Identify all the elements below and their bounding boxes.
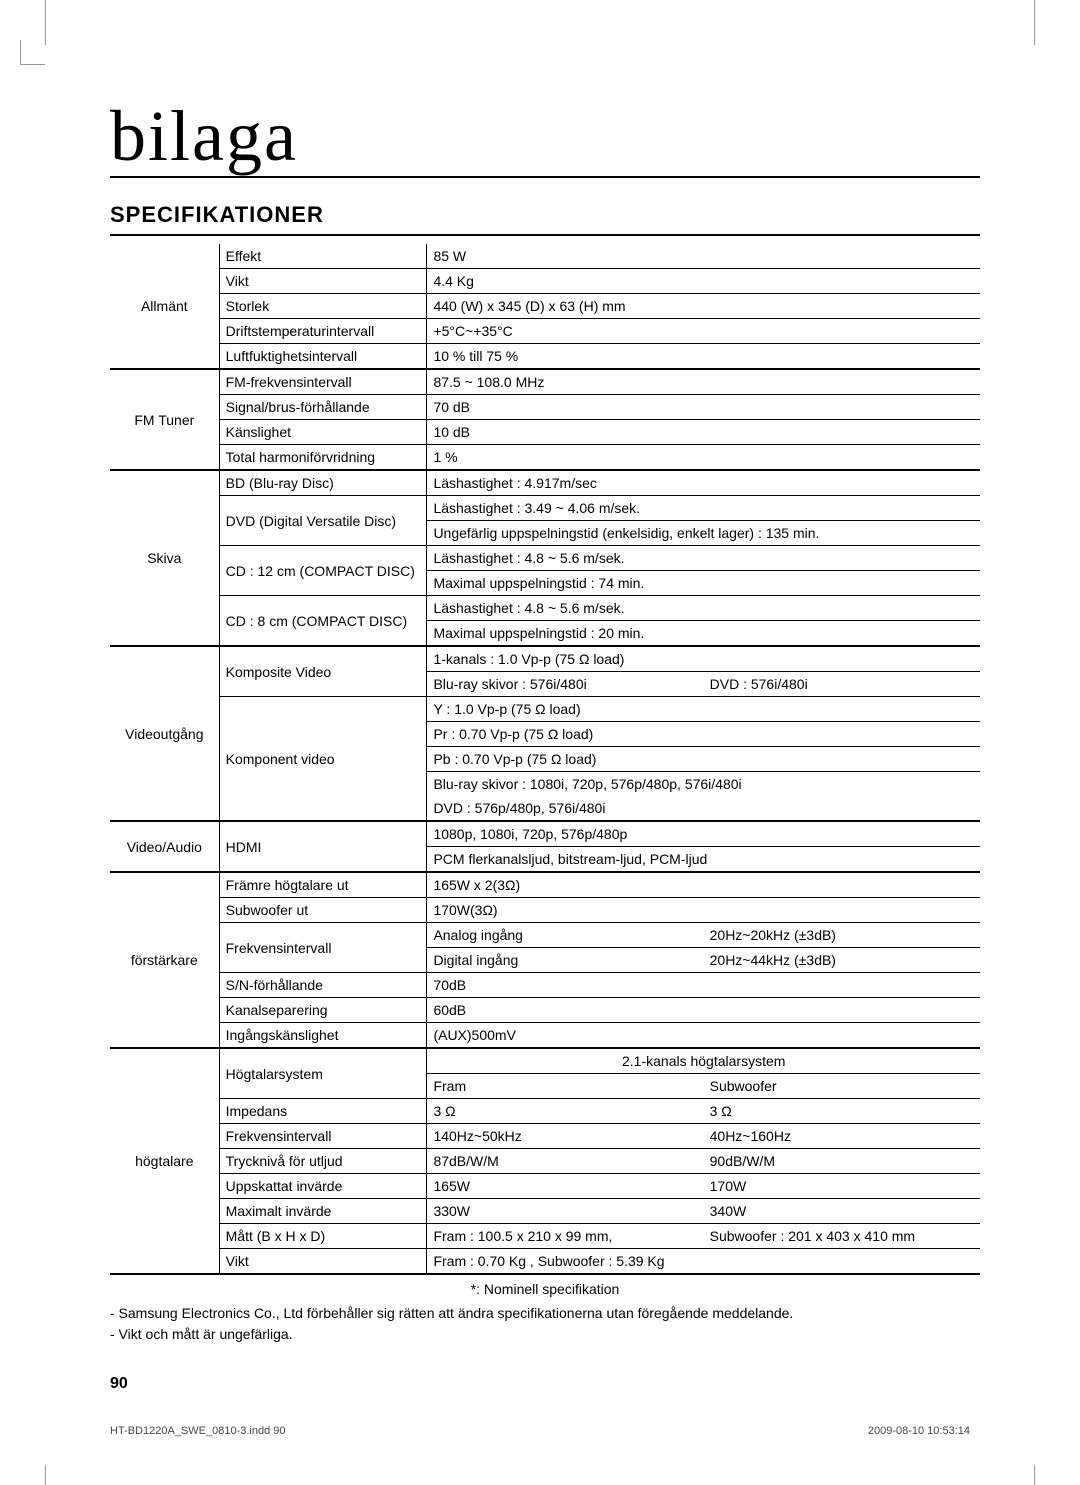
label-cell: Ingångskänslighet	[219, 1023, 427, 1049]
value-cell: Fram : 100.5 x 210 x 99 mm,	[427, 1224, 704, 1249]
value-cell: Fram : 0.70 Kg , Subwoofer : 5.39 Kg	[427, 1249, 980, 1275]
value-cell: 10 dB	[427, 420, 980, 445]
value-cell: Digital ingång	[427, 948, 704, 973]
value-cell: Pr : 0.70 Vp-p (75 Ω load)	[427, 722, 980, 747]
value-cell: 20Hz~20kHz (±3dB)	[704, 923, 980, 948]
value-cell: PCM flerkanalsljud, bitstream-ljud, PCM-…	[427, 847, 980, 873]
label-cell: Luftfuktighetsintervall	[219, 344, 427, 370]
value-cell: 170W(3Ω)	[427, 898, 980, 923]
label-cell: CD : 12 cm (COMPACT DISC)	[219, 546, 427, 596]
value-cell: 60dB	[427, 998, 980, 1023]
label-cell: Högtalarsystem	[219, 1048, 427, 1099]
label-cell: Frekvensintervall	[219, 1124, 427, 1149]
value-cell: 85 W	[427, 244, 980, 269]
label-cell: Känslighet	[219, 420, 427, 445]
label-cell: Mått (B x H x D)	[219, 1224, 427, 1249]
value-cell: Blu-ray skivor : 1080i, 720p, 576p/480p,…	[427, 772, 980, 797]
value-cell: Blu-ray skivor : 576i/480i	[427, 672, 704, 697]
category-cell: Video/Audio	[110, 821, 219, 872]
value-cell: 1080p, 1080i, 720p, 576p/480p	[427, 821, 980, 847]
label-cell: Uppskattat invärde	[219, 1174, 427, 1199]
category-cell: Skiva	[110, 470, 219, 646]
label-cell: Vikt	[219, 269, 427, 294]
value-cell: DVD : 576p/480p, 576i/480i	[427, 796, 980, 821]
category-cell: FM Tuner	[110, 369, 219, 470]
label-cell: Total harmoniförvridning	[219, 445, 427, 471]
label-cell: Impedans	[219, 1099, 427, 1124]
label-cell: CD : 8 cm (COMPACT DISC)	[219, 596, 427, 647]
footer-date: 2009-08-10 10:53:14	[868, 1425, 970, 1437]
value-cell: 3 Ω	[704, 1099, 980, 1124]
page-number: 90	[110, 1375, 980, 1393]
value-cell: (AUX)500mV	[427, 1023, 980, 1049]
value-cell: 20Hz~44kHz (±3dB)	[704, 948, 980, 973]
label-cell: Effekt	[219, 244, 427, 269]
value-cell: 40Hz~160Hz	[704, 1124, 980, 1149]
label-cell: Driftstemperaturintervall	[219, 319, 427, 344]
value-cell: 90dB/W/M	[704, 1149, 980, 1174]
label-cell: Frekvensintervall	[219, 923, 427, 973]
value-cell: Ungefärlig uppspelningstid (enkelsidig, …	[427, 521, 980, 546]
value-cell: 170W	[704, 1174, 980, 1199]
label-cell: S/N-förhållande	[219, 973, 427, 998]
value-cell: 3 Ω	[427, 1099, 704, 1124]
category-cell: förstärkare	[110, 872, 219, 1048]
label-cell: Komposite Video	[219, 646, 427, 697]
label-cell: Signal/brus-förhållande	[219, 395, 427, 420]
value-cell: Subwoofer	[704, 1074, 980, 1099]
value-cell: Läshastighet : 4.8 ~ 5.6 m/sek.	[427, 546, 980, 571]
value-cell: DVD : 576i/480i	[704, 672, 980, 697]
notes: - Samsung Electronics Co., Ltd förbehåll…	[110, 1303, 980, 1345]
value-cell: 4.4 Kg	[427, 269, 980, 294]
label-cell: BD (Blu-ray Disc)	[219, 470, 427, 496]
label-cell: Främre högtalare ut	[219, 872, 427, 898]
value-cell: Maximal uppspelningstid : 20 min.	[427, 621, 980, 647]
value-cell: Läshastighet : 3.49 ~ 4.06 m/sek.	[427, 496, 980, 521]
label-cell: Storlek	[219, 294, 427, 319]
value-cell: 140Hz~50kHz	[427, 1124, 704, 1149]
value-cell: Pb : 0.70 Vp-p (75 Ω load)	[427, 747, 980, 772]
value-cell: Y : 1.0 Vp-p (75 Ω load)	[427, 697, 980, 722]
value-cell: +5°C~+35°C	[427, 319, 980, 344]
note-line: - Vikt och mått är ungefärliga.	[110, 1324, 980, 1345]
value-cell: 70 dB	[427, 395, 980, 420]
value-cell: 1 %	[427, 445, 980, 471]
value-cell: 440 (W) x 345 (D) x 63 (H) mm	[427, 294, 980, 319]
label-cell: FM-frekvensintervall	[219, 369, 427, 395]
page-title: bilaga	[110, 100, 980, 178]
value-cell: 10 % till 75 %	[427, 344, 980, 370]
value-cell: 70dB	[427, 973, 980, 998]
spec-table: AllmäntEffekt85 WVikt4.4 KgStorlek440 (W…	[110, 244, 980, 1275]
label-cell: Komponent video	[219, 697, 427, 822]
value-cell: Läshastighet : 4.8 ~ 5.6 m/sek.	[427, 596, 980, 621]
value-cell: 330W	[427, 1199, 704, 1224]
label-cell: Subwoofer ut	[219, 898, 427, 923]
label-cell: Vikt	[219, 1249, 427, 1275]
category-cell: Videoutgång	[110, 646, 219, 821]
label-cell: Trycknivå för utljud	[219, 1149, 427, 1174]
value-cell: 165W	[427, 1174, 704, 1199]
category-cell: Allmänt	[110, 244, 219, 369]
footer-file: HT-BD1220A_SWE_0810-3.indd 90	[110, 1425, 286, 1437]
label-cell: Maximalt invärde	[219, 1199, 427, 1224]
label-cell: DVD (Digital Versatile Disc)	[219, 496, 427, 546]
value-cell: 340W	[704, 1199, 980, 1224]
nominal-note: *: Nominell specifikation	[110, 1281, 980, 1297]
value-cell: 1-kanals : 1.0 Vp-p (75 Ω load)	[427, 646, 980, 672]
label-cell: HDMI	[219, 821, 427, 872]
section-heading: SPECIFIKATIONER	[110, 202, 980, 236]
value-cell: Läshastighet : 4.917m/sec	[427, 470, 980, 496]
value-cell: Analog ingång	[427, 923, 704, 948]
value-cell: Fram	[427, 1074, 704, 1099]
label-cell: Kanalseparering	[219, 998, 427, 1023]
value-cell: 2.1-kanals högtalarsystem	[427, 1048, 980, 1074]
note-line: - Samsung Electronics Co., Ltd förbehåll…	[110, 1303, 980, 1324]
value-cell: 165W x 2(3Ω)	[427, 872, 980, 898]
category-cell: högtalare	[110, 1048, 219, 1274]
value-cell: 87dB/W/M	[427, 1149, 704, 1174]
value-cell: 87.5 ~ 108.0 MHz	[427, 369, 980, 395]
value-cell: Maximal uppspelningstid : 74 min.	[427, 571, 980, 596]
value-cell: Subwoofer : 201 x 403 x 410 mm	[704, 1224, 980, 1249]
